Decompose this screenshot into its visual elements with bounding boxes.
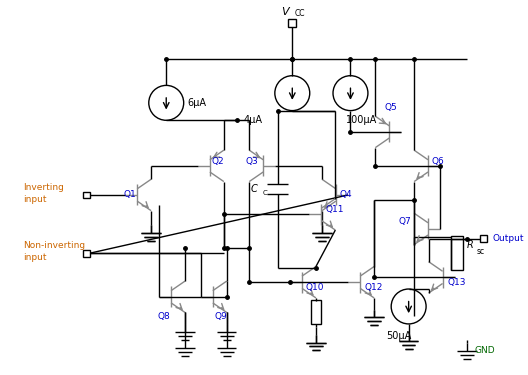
Text: Q13: Q13	[447, 278, 466, 287]
Text: C: C	[262, 190, 267, 196]
Text: Q9: Q9	[215, 312, 228, 321]
Text: Q4: Q4	[340, 190, 352, 200]
Text: Q5: Q5	[384, 103, 397, 112]
Text: GND: GND	[475, 346, 495, 355]
Text: C: C	[251, 184, 257, 194]
Bar	[83, 250, 90, 256]
Bar	[480, 235, 487, 242]
Text: 6μA: 6μA	[187, 98, 206, 108]
Bar	[451, 236, 464, 270]
Text: Q3: Q3	[246, 156, 259, 165]
Text: Q6: Q6	[432, 156, 445, 165]
Text: input: input	[23, 195, 46, 204]
Text: Non-inverting: Non-inverting	[23, 241, 85, 250]
Text: 50μA: 50μA	[386, 331, 411, 340]
Text: Output: Output	[492, 234, 524, 243]
Bar	[83, 192, 90, 198]
Text: Q7: Q7	[399, 217, 412, 226]
Text: R: R	[467, 240, 474, 250]
Text: 100μA: 100μA	[346, 115, 377, 125]
Text: V: V	[281, 7, 288, 17]
Text: Q12: Q12	[364, 283, 382, 292]
Text: Q2: Q2	[212, 156, 224, 165]
Text: 4μA: 4μA	[244, 115, 263, 125]
Text: Q1: Q1	[124, 190, 136, 200]
Text: input: input	[23, 254, 46, 262]
Bar	[288, 20, 296, 27]
Bar	[311, 300, 321, 324]
Text: Inverting: Inverting	[23, 183, 63, 192]
Text: sc: sc	[477, 247, 485, 256]
Text: Q11: Q11	[325, 205, 344, 214]
Text: Q10: Q10	[306, 283, 324, 292]
Text: Q8: Q8	[157, 312, 170, 321]
Text: CC: CC	[294, 9, 305, 18]
